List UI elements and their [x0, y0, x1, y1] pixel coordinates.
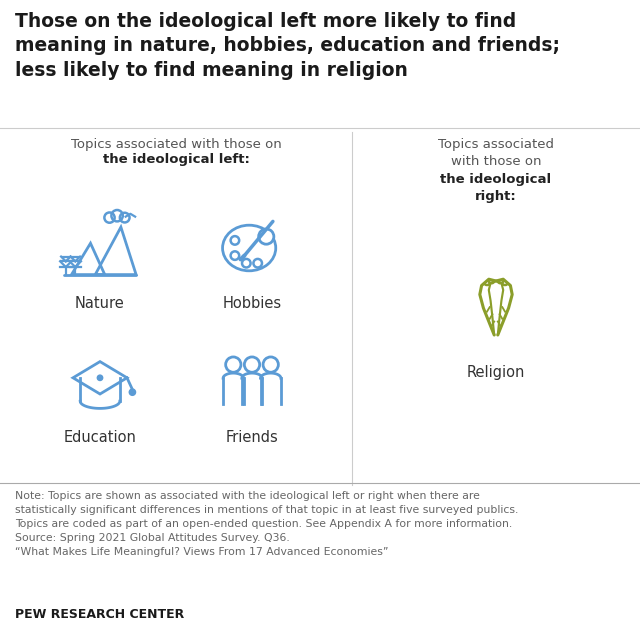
Text: Note: Topics are shown as associated with the ideological left or right when the: Note: Topics are shown as associated wit…	[15, 491, 518, 557]
Circle shape	[259, 229, 274, 244]
Text: Nature: Nature	[75, 296, 125, 311]
Text: PEW RESEARCH CENTER: PEW RESEARCH CENTER	[15, 608, 184, 621]
Text: Hobbies: Hobbies	[223, 296, 282, 311]
Circle shape	[97, 375, 102, 381]
Text: Those on the ideological left more likely to find
meaning in nature, hobbies, ed: Those on the ideological left more likel…	[15, 12, 560, 79]
Text: Religion: Religion	[467, 365, 525, 380]
Circle shape	[129, 389, 136, 396]
Text: Education: Education	[63, 430, 136, 445]
Text: the ideological
right:: the ideological right:	[440, 173, 552, 203]
Text: Topics associated
with those on: Topics associated with those on	[438, 138, 554, 168]
Text: Friends: Friends	[226, 430, 278, 445]
Text: the ideological left:: the ideological left:	[102, 153, 250, 166]
Text: Topics associated with those on: Topics associated with those on	[70, 138, 282, 151]
